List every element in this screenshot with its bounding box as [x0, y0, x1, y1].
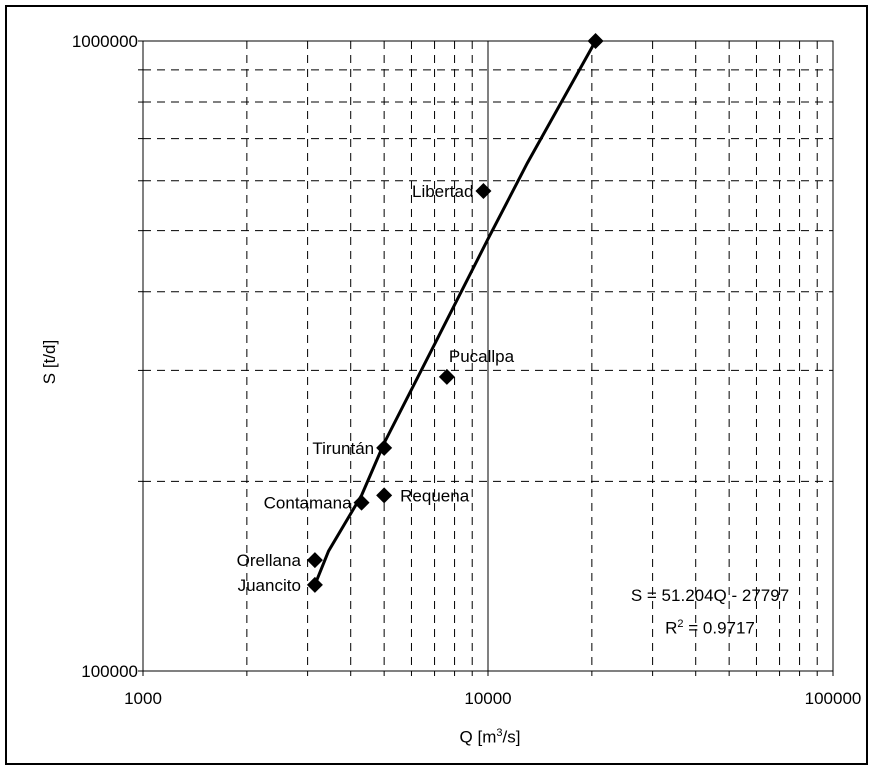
x-axis-label: Q [m3/s] — [430, 727, 550, 751]
labels-layer: 1000 10000 100000 100000 1000000 Juancito Orel… — [72, 32, 862, 708]
point-label: Juancito — [238, 576, 301, 595]
point-label: Orellana — [237, 551, 302, 570]
point-label: Pucallpa — [449, 347, 515, 366]
r2-sup: 2 — [677, 618, 684, 630]
data-point — [475, 182, 492, 199]
data-point — [353, 494, 370, 511]
trendline-equation: S = 51.204Q - 27797 — [630, 586, 790, 605]
data-point — [376, 439, 393, 456]
points-layer — [306, 33, 604, 593]
x-tick-label: 10000 — [464, 689, 511, 708]
x-tick-label: 1000 — [124, 689, 162, 708]
data-point — [376, 487, 393, 504]
x-axis-label-main: Q [m — [459, 727, 497, 747]
point-label: Libertad — [412, 182, 473, 201]
trendline-equation-box: S = 51.204Q - 27797 R2 = 0.9717 — [590, 582, 830, 643]
data-point — [306, 552, 323, 569]
y-tick-label: 100000 — [81, 662, 138, 681]
trendline-r2: R2 = 0.9717 — [590, 610, 830, 643]
chart-frame — [5, 5, 868, 765]
r2-value: = 0.9717 — [683, 618, 755, 638]
point-label: Contamana — [264, 494, 352, 513]
y-tick-label: 1000000 — [72, 32, 138, 51]
x-tick-label: 100000 — [805, 689, 862, 708]
x-axis-label-tail: /s] — [502, 727, 521, 747]
data-point — [306, 576, 323, 593]
trendline — [313, 40, 597, 586]
tick-layer — [138, 40, 834, 676]
x-axis-label-sup: 3 — [496, 727, 503, 739]
point-label: Tiruntán — [312, 439, 374, 458]
point-label: Requena — [400, 486, 470, 505]
data-point — [438, 368, 455, 385]
grid-layer — [143, 41, 833, 671]
data-point — [587, 33, 604, 49]
y-axis-label: S [t/d] — [40, 339, 59, 385]
r2-prefix: R — [665, 618, 678, 638]
